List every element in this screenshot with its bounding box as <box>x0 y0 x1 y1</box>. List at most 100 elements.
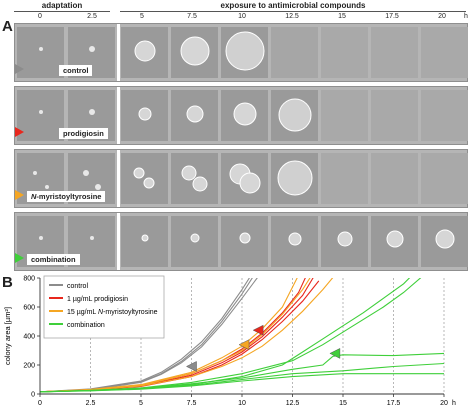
micrograph-tile <box>271 27 318 78</box>
panel-b-letter: B <box>2 274 13 291</box>
micrograph-tile <box>171 27 218 78</box>
y-tick-label: 800 <box>23 276 35 283</box>
x-tick-label: 0 <box>38 400 42 407</box>
row-marker-prodigiosin <box>15 127 24 137</box>
row-marker-combination <box>15 253 24 263</box>
micrograph-tile <box>221 216 268 267</box>
chart-axes: 0 2.5 5 7.5 10 12.5 15 17.5 20 h 0 200 400 600 800 <box>23 276 456 408</box>
micrograph-tile <box>371 27 418 78</box>
micrograph-tile <box>121 90 168 141</box>
micrograph-tile <box>121 27 168 78</box>
row-marker-myristoyltyrosine <box>15 190 24 200</box>
y-axis-label: colony area [µm²] <box>3 307 12 365</box>
legend-label-italic: N <box>98 309 104 316</box>
micrograph-tile <box>371 216 418 267</box>
micrograph-tile <box>171 216 218 267</box>
row-marker-control <box>15 64 24 74</box>
row-label-myristoyltyrosine: N-myristoyltyrosine <box>27 191 106 202</box>
micrograph-tile <box>321 153 368 204</box>
colony-area-chart: 0 2.5 5 7.5 10 12.5 15 17.5 20 h 0 200 400 600 800 con… <box>3 275 456 408</box>
legend-label-control: control <box>67 283 88 290</box>
microscopy-row-combination: combination <box>14 212 468 271</box>
x-tick-label: 2.5 <box>86 400 96 407</box>
phase-separator <box>117 87 120 144</box>
phase-adaptation-label: adaptation <box>41 1 83 10</box>
legend-label-prefix: 15 µg/mL <box>67 309 98 316</box>
micrograph-tile <box>321 27 368 78</box>
micrograph-tile <box>371 90 418 141</box>
phase-exposure-label: exposure to antimicrobial compounds <box>220 1 366 10</box>
y-tick-label: 200 <box>23 363 35 370</box>
x-tick-label: 10 <box>238 400 246 407</box>
row-label-rest: -myristoyltyrosine <box>36 192 102 201</box>
x-tick-label: 12.5 <box>286 400 300 407</box>
x-tick-label: 15 <box>339 400 347 407</box>
micrograph-tile <box>371 153 418 204</box>
timepoint-label: 5 <box>140 13 144 20</box>
micrograph-tile <box>321 90 368 141</box>
micrograph-tile <box>221 153 268 204</box>
panel-a-letter: A <box>2 18 13 35</box>
micrograph-tile <box>171 153 218 204</box>
timepoint-label: 0 <box>38 13 42 20</box>
series-line-0 <box>40 278 250 393</box>
y-tick-label: 400 <box>23 334 35 341</box>
phase-separator <box>117 150 120 207</box>
time-unit-label: h <box>464 13 468 20</box>
micrograph-tile <box>221 90 268 141</box>
series-marker <box>238 339 250 351</box>
micrograph-tile <box>271 90 318 141</box>
row-label-prodigiosin: prodigiosin <box>59 128 108 139</box>
legend-label-myristoyltyrosine: 15 µg/mL N-myristoyltyrosine <box>67 309 158 316</box>
phase-exposure-bracket <box>120 11 466 12</box>
legend-label-prodigiosin: 1 µg/mL prodigiosin <box>67 296 128 303</box>
micrograph-tile <box>121 216 168 267</box>
chart-markers <box>185 324 341 372</box>
microscopy-row-myristoyltyrosine: N-myristoyltyrosine <box>14 149 468 208</box>
phase-separator <box>117 213 120 270</box>
y-tick-label: 0 <box>31 392 35 399</box>
micrograph-tile <box>421 90 468 141</box>
x-tick-label: 7.5 <box>187 400 197 407</box>
x-tick-label: 20 <box>440 400 448 407</box>
series-line-2 <box>40 278 334 393</box>
micrograph-tile <box>221 27 268 78</box>
x-unit-label: h <box>452 400 456 407</box>
chart-legend: control 1 µg/mL prodigiosin 15 µg/mL N-m… <box>43 275 165 339</box>
micrograph-tile <box>421 27 468 78</box>
row-label-control: control <box>59 65 93 76</box>
micrograph-tile <box>271 216 318 267</box>
microscopy-row-control: control <box>14 23 468 82</box>
micrograph-tile <box>321 216 368 267</box>
x-tick-label: 5 <box>139 400 143 407</box>
timepoint-label: 10 <box>238 13 246 20</box>
timepoint-label: 2.5 <box>87 13 97 20</box>
micrograph-tile <box>421 216 468 267</box>
timepoint-label: 20 <box>438 13 446 20</box>
micrograph-tile <box>171 90 218 141</box>
legend-label-suffix: -myristoyltyrosine <box>103 309 158 316</box>
series-marker <box>185 361 197 372</box>
timepoint-label: 12.5 <box>285 13 299 20</box>
x-tick-label: 17.5 <box>387 400 401 407</box>
y-tick-label: 600 <box>23 305 35 312</box>
micrograph-tile <box>17 27 64 78</box>
series-line-3 <box>40 278 422 393</box>
timepoint-label: 15 <box>338 13 346 20</box>
micrograph-tile <box>271 153 318 204</box>
legend-box <box>43 275 165 339</box>
series-marker <box>329 347 341 359</box>
micrograph-tile <box>421 153 468 204</box>
row-label-combination: combination <box>27 254 80 265</box>
series-marker <box>252 324 264 336</box>
timepoint-label: 7.5 <box>187 13 197 20</box>
phase-adaptation-bracket <box>14 11 110 12</box>
micrograph-tile <box>17 90 64 141</box>
series-line-3 <box>40 373 444 393</box>
chart-series-lines <box>40 278 444 393</box>
microscopy-row-prodigiosin: prodigiosin <box>14 86 468 145</box>
legend-label-combination: combination <box>67 322 105 329</box>
timepoint-label: 17.5 <box>385 13 399 20</box>
micrograph-tile <box>121 153 168 204</box>
row-label-italic-part: N <box>31 192 37 201</box>
